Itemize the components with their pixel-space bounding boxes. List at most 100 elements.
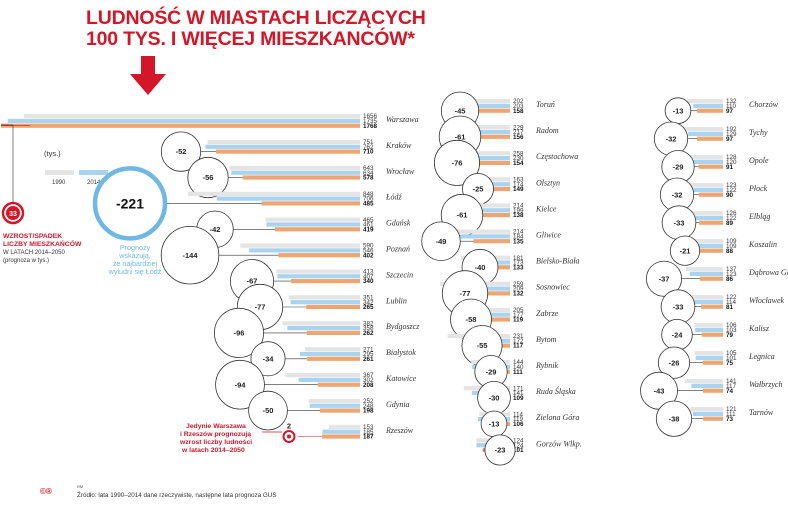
bar-value-label: 177 <box>513 312 524 319</box>
bar-2050 <box>473 239 511 244</box>
source-note: Źródło: lata 1990–2014 dane rzeczywiste,… <box>77 490 277 499</box>
bar-value-label: 578 <box>363 175 374 182</box>
bar-value-label: 122 <box>726 215 737 222</box>
bar-1990 <box>452 203 510 208</box>
change-circle <box>248 390 288 431</box>
chart-title-line: LUDNOŚĆ W MIASTACH LICZĄCYCH <box>86 7 426 29</box>
bar-2050 <box>291 279 360 284</box>
city-name: Rzeszów <box>385 426 414 435</box>
bar-1990 <box>689 211 723 216</box>
bar-1990 <box>689 183 723 188</box>
bar-1990 <box>694 351 723 356</box>
change-circle <box>421 221 461 261</box>
bar-value-label: 73 <box>726 416 734 423</box>
change-value: -33 <box>673 302 684 311</box>
city-name: Legnica <box>748 352 775 361</box>
bar-value-label: 137 <box>726 266 737 273</box>
bar-value-label: 135 <box>513 238 524 245</box>
change-value: -37 <box>659 274 670 283</box>
legend-box-line: W LATACH 2014–2050 <box>3 250 65 256</box>
city-name: Lublin <box>385 296 407 305</box>
change-value: -221 <box>116 195 144 211</box>
city-name: Dąbrowa Górnicza <box>748 268 788 277</box>
bar-1990 <box>276 269 360 274</box>
bar-2050 <box>468 160 510 165</box>
bar-2050 <box>477 317 510 322</box>
bar-value-label: 706 <box>363 196 374 203</box>
bar-2014 <box>451 129 510 135</box>
bar-value-label: 1656 <box>363 113 378 120</box>
city-name: Białystok <box>386 348 416 357</box>
bar-value-label: 123 <box>726 182 737 189</box>
bar-value-label: 114 <box>513 411 524 418</box>
bar-2050 <box>306 330 360 335</box>
bar-value-label: 140 <box>513 364 524 371</box>
bar-value-label: 81 <box>726 304 734 311</box>
bar-value-label: 106 <box>726 322 737 329</box>
down-arrow-icon <box>130 56 166 95</box>
city-name: Włocławek <box>749 296 785 305</box>
bar-value-label: 149 <box>513 186 524 193</box>
change-value: -49 <box>436 237 447 246</box>
bar-2050 <box>699 248 723 253</box>
city-name: Elbląg <box>748 212 770 221</box>
bar-2014 <box>695 327 723 332</box>
unit-label: (tys.) <box>44 149 61 158</box>
bar-1990 <box>693 239 723 244</box>
change-value: -13 <box>489 420 500 429</box>
bar-value-label: 90 <box>726 192 734 199</box>
bar-value-label: 209 <box>513 286 524 293</box>
bar-2050 <box>698 192 723 197</box>
change-value: -32 <box>666 134 677 143</box>
bar-value-label: 120 <box>726 159 737 166</box>
city-name: Wrocław <box>386 167 415 176</box>
bar-value-label: 261 <box>363 356 374 363</box>
bar-value-label: 643 <box>363 165 374 172</box>
city-name: Toruń <box>536 100 555 109</box>
bar-value-label: 184 <box>513 234 524 241</box>
change-value: -76 <box>452 159 463 168</box>
bar-2050 <box>322 434 360 439</box>
bar-2014 <box>277 274 360 279</box>
bar-2014 <box>266 222 360 227</box>
lodz-note-line: Prognozy <box>120 243 151 252</box>
bar-value-label: 109 <box>726 243 737 250</box>
change-circle <box>160 131 202 172</box>
change-value: 2 <box>287 422 291 431</box>
bar-2050 <box>702 360 724 365</box>
bar-value-label: 123 <box>726 271 737 278</box>
change-circle <box>484 434 516 466</box>
city-name: Płock <box>748 184 768 193</box>
bar-2050 <box>278 253 360 258</box>
change-value: -24 <box>672 330 684 339</box>
bar-2050 <box>474 291 510 296</box>
bar-value-label: 172 <box>513 338 524 345</box>
change-circle <box>215 359 265 410</box>
bar-2050 <box>696 108 723 113</box>
city-name: Tarnów <box>749 408 774 417</box>
bar-value-label: 109 <box>726 238 737 245</box>
bar-value-label: 248 <box>363 403 374 410</box>
bar-value-label: 229 <box>513 124 524 131</box>
city-name: Ruda Śląska <box>535 387 576 396</box>
change-circle <box>213 307 264 358</box>
city-name: Zabrze <box>536 309 559 318</box>
bar-value-label: 271 <box>363 346 374 353</box>
change-value: -144 <box>182 251 198 260</box>
city-name: Radom <box>535 126 559 135</box>
bar-1990 <box>686 267 723 272</box>
bar-2050 <box>701 304 723 309</box>
logo-mark: ©® <box>40 487 52 496</box>
city-name: Kraków <box>385 141 412 150</box>
